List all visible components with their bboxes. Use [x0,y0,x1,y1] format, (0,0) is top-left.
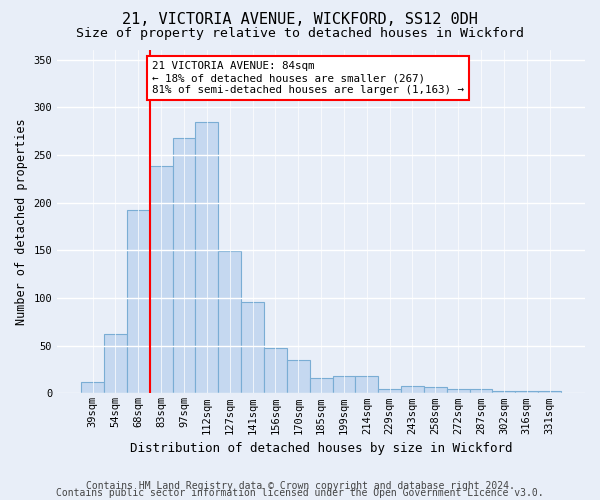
Bar [241,302,264,394]
Y-axis label: Number of detached properties: Number of detached properties [15,118,28,325]
Bar [424,386,447,394]
Bar [401,386,424,394]
Text: 21, VICTORIA AVENUE, WICKFORD, SS12 0DH: 21, VICTORIA AVENUE, WICKFORD, SS12 0DH [122,12,478,28]
Bar [447,388,470,394]
Bar [493,392,515,394]
Bar [127,210,150,394]
Bar [104,334,127,394]
Bar [538,392,561,394]
Bar [378,388,401,394]
X-axis label: Distribution of detached houses by size in Wickford: Distribution of detached houses by size … [130,442,512,455]
Bar [81,382,104,394]
Bar [196,122,218,394]
Bar [332,376,355,394]
Text: Contains public sector information licensed under the Open Government Licence v3: Contains public sector information licen… [56,488,544,498]
Bar [355,376,378,394]
Text: Size of property relative to detached houses in Wickford: Size of property relative to detached ho… [76,28,524,40]
Text: Contains HM Land Registry data © Crown copyright and database right 2024.: Contains HM Land Registry data © Crown c… [86,481,514,491]
Bar [218,252,241,394]
Bar [150,166,173,394]
Bar [287,360,310,394]
Bar [310,378,332,394]
Bar [173,138,196,394]
Text: 21 VICTORIA AVENUE: 84sqm
← 18% of detached houses are smaller (267)
81% of semi: 21 VICTORIA AVENUE: 84sqm ← 18% of detac… [152,62,464,94]
Bar [515,390,538,394]
Bar [264,348,287,394]
Bar [470,388,493,394]
